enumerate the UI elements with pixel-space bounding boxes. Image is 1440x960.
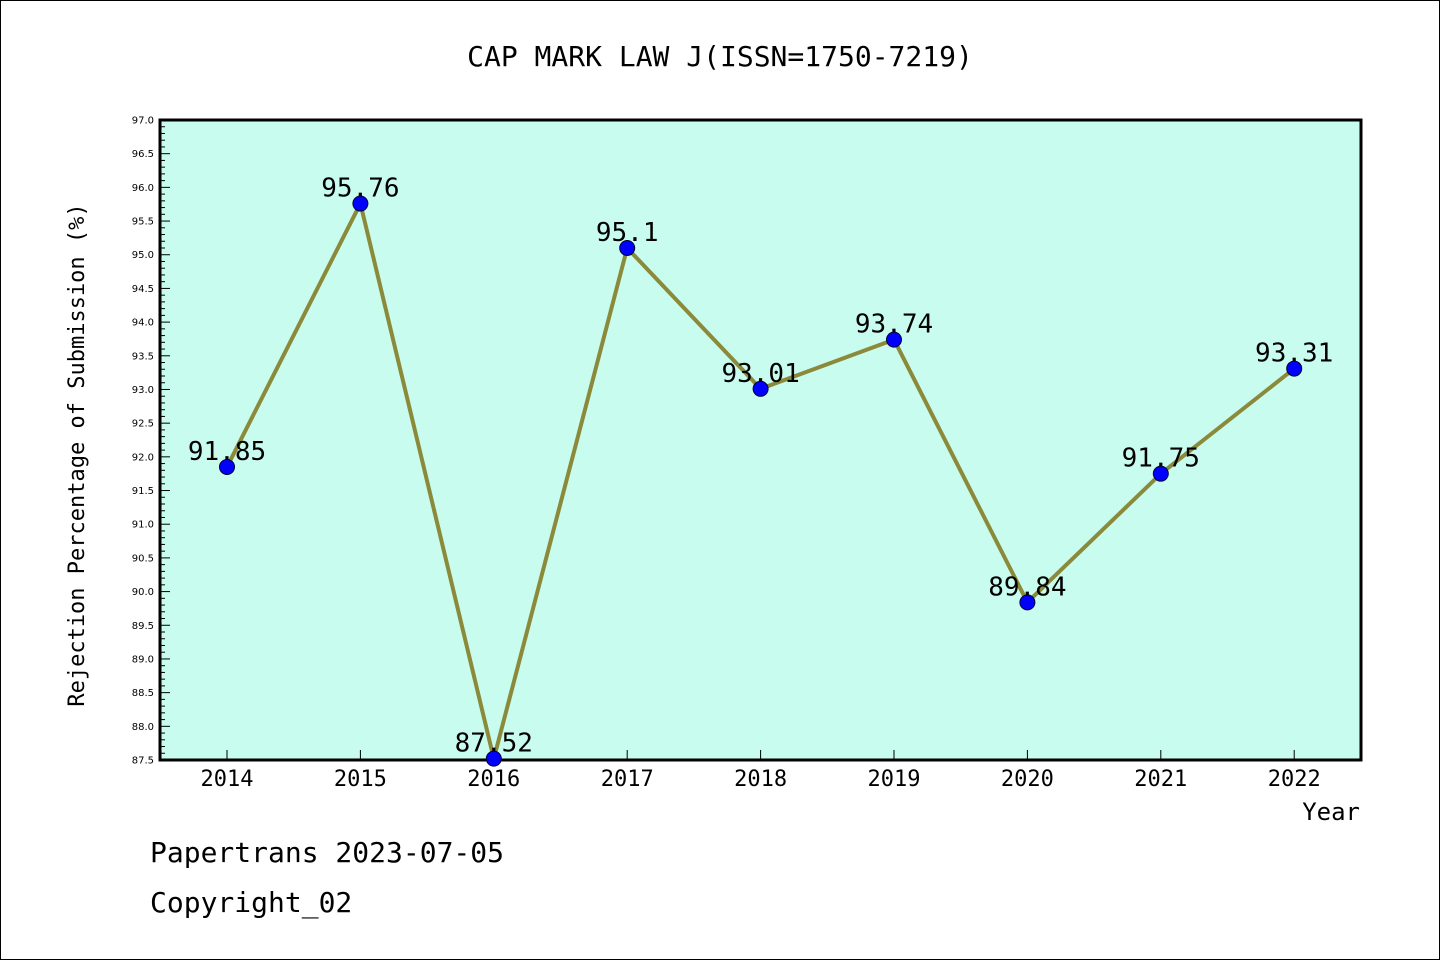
y-tick-label: 91.5 bbox=[132, 486, 154, 497]
data-point bbox=[352, 195, 369, 212]
y-tick-label: 94.5 bbox=[132, 284, 154, 295]
y-tick-label: 90.5 bbox=[132, 553, 154, 564]
footer-date-text: Papertrans 2023-07-05 bbox=[150, 836, 505, 869]
data-point bbox=[886, 331, 902, 348]
y-tick-label: 89.0 bbox=[132, 654, 154, 665]
data-label: 95.76 bbox=[321, 174, 399, 204]
y-axis-ticks: 87.5 88.0 88.5 89.0 89.5 90.0 90.5 91.0 91.5 92.0… bbox=[132, 116, 170, 767]
x-tick-label: 2017 bbox=[601, 767, 654, 792]
y-tick-label: 95.0 bbox=[132, 250, 154, 261]
y-tick-label: 93.5 bbox=[132, 351, 154, 362]
x-tick-label: 2018 bbox=[734, 767, 787, 792]
x-tick-label: 2021 bbox=[1134, 767, 1187, 792]
x-axis-ticks: 2014 2015 2016 2017 2018 2019 2020 2021 2022 bbox=[201, 750, 1321, 792]
y-tick-label: 94.0 bbox=[132, 318, 154, 329]
x-tick-label: 2016 bbox=[467, 767, 520, 792]
x-tick-label: 2019 bbox=[868, 767, 921, 792]
x-tick-label: 2014 bbox=[201, 767, 254, 792]
y-tick-label: 89.5 bbox=[132, 621, 154, 632]
data-label: 93.74 bbox=[855, 310, 933, 340]
data-point bbox=[219, 458, 235, 475]
series-layer: 91.85 95.76 87.52 95.1 93.01 93.74 89.84 91.75 9… bbox=[188, 174, 1333, 767]
y-tick-label: 88.5 bbox=[132, 688, 154, 699]
data-point bbox=[485, 750, 502, 767]
y-tick-label: 90.0 bbox=[132, 587, 154, 598]
data-label: 87.52 bbox=[455, 729, 533, 759]
y-tick-label: 93.0 bbox=[132, 385, 154, 396]
y-tick-label: 95.5 bbox=[132, 217, 154, 228]
y-tick-label: 88.0 bbox=[132, 722, 154, 733]
x-axis-label: Year bbox=[1302, 798, 1360, 826]
data-label: 89.84 bbox=[988, 572, 1066, 602]
data-point bbox=[1152, 465, 1169, 482]
footer-copyright-text: Copyright_02 bbox=[150, 886, 353, 919]
y-axis-label: Rejection Percentage of Submission (%) bbox=[65, 203, 90, 706]
data-label: 95.1 bbox=[596, 218, 659, 248]
data-point bbox=[1286, 360, 1303, 377]
data-label: 93.01 bbox=[721, 359, 799, 389]
chart-title: CAP MARK LAW J(ISSN=1750-7219) bbox=[467, 40, 973, 73]
y-tick-label: 92.5 bbox=[132, 419, 154, 430]
plot-area bbox=[158, 118, 1363, 762]
y-tick-label: 87.5 bbox=[132, 756, 154, 767]
data-label: 91.85 bbox=[188, 437, 266, 467]
data-point bbox=[752, 380, 769, 397]
data-label: 93.31 bbox=[1255, 339, 1333, 369]
data-point bbox=[1019, 594, 1036, 611]
y-tick-label: 91.0 bbox=[132, 520, 154, 531]
y-tick-label: 96.5 bbox=[132, 149, 154, 160]
data-point bbox=[619, 240, 636, 256]
y-tick-label: 97.0 bbox=[132, 116, 154, 127]
y-tick-label: 96.0 bbox=[132, 183, 154, 194]
x-tick-label: 2015 bbox=[334, 767, 387, 792]
y-tick-label: 92.0 bbox=[132, 452, 154, 463]
x-tick-label: 2022 bbox=[1268, 767, 1321, 792]
data-label: 91.75 bbox=[1122, 444, 1200, 474]
x-tick-label: 2020 bbox=[1001, 767, 1054, 792]
